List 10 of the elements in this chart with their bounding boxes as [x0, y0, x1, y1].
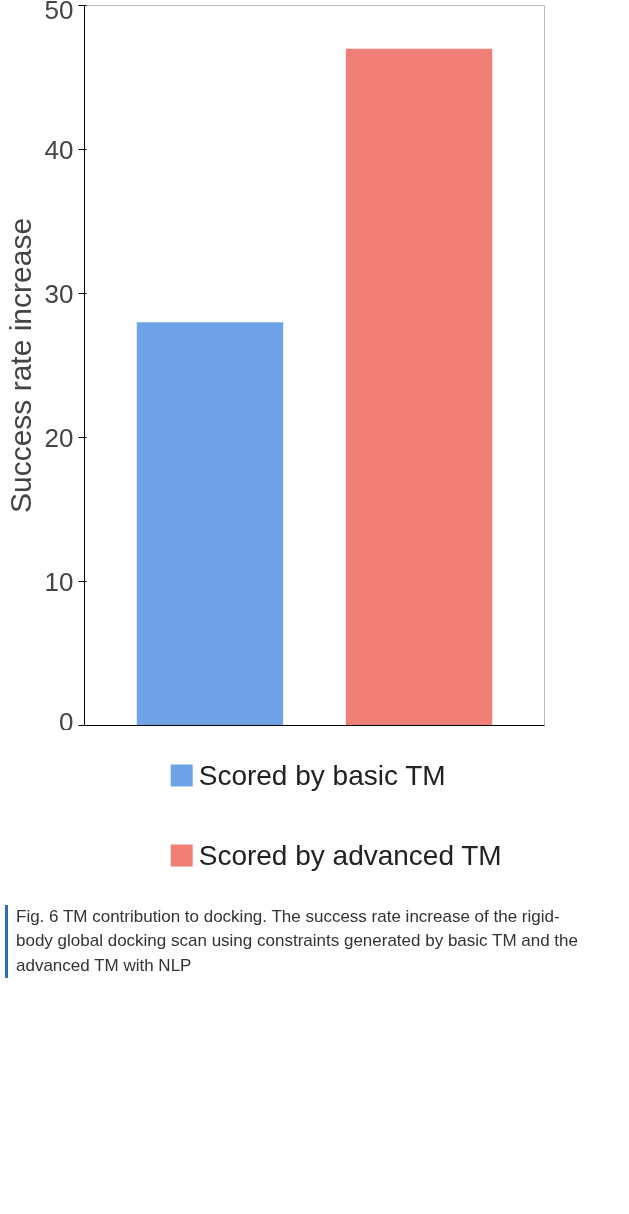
y-tick-label: 20 — [44, 422, 74, 453]
legend-label: Scored by basic TM — [198, 760, 446, 791]
legend-label: Scored by advanced TM — [198, 840, 502, 871]
y-tick-label: 30 — [44, 278, 74, 309]
y-tick-label: 0 — [59, 706, 74, 737]
y-axis-title: Success rate increase — [3, 217, 37, 514]
y-tick-label: 50 — [44, 0, 74, 25]
y-tick-label: 40 — [44, 134, 74, 165]
y-tick-label: 10 — [44, 566, 74, 597]
caption: Fig. 6 TM contribution to docking. The success rate increase of the rigid-body global docking scan using constraints generated by basic TM and the advanced TM with NLP — [16, 906, 579, 977]
